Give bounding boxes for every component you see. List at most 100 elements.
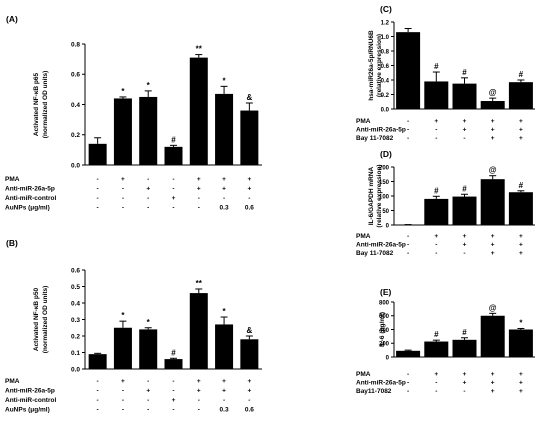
panel-2-row-cell: -	[407, 127, 409, 134]
panel-1-row-label: Anti-miR-control	[5, 397, 56, 404]
panel-0-row-cell: -	[198, 195, 200, 202]
panel-0-row-cell: -	[198, 205, 200, 212]
panel-1-row-cell: +	[146, 388, 150, 395]
panel-3-row-cell: +	[519, 250, 523, 257]
panel-4-significance-mark: #	[462, 328, 467, 337]
panel-3-y-tick-label: 200	[379, 165, 390, 171]
panel-3-bar	[452, 196, 477, 225]
panel-0-row-cell: -	[122, 205, 124, 212]
panel-1-row-cell: +	[247, 388, 251, 395]
panel-0-significance-mark: *	[121, 87, 125, 96]
panel-2-bar	[480, 101, 505, 109]
panel-0-row-cell: +	[247, 186, 251, 193]
panel-1-row-label: AuNPs (μg/ml)	[5, 407, 50, 414]
panel-2-significance-mark: #	[519, 70, 524, 79]
panel-2-row-cell: -	[435, 135, 437, 142]
panel-0-row-cell: -	[172, 205, 174, 212]
panel-1-row-cell: +	[121, 378, 125, 385]
panel-4-row-cell: -	[407, 388, 409, 395]
panel-2-row-label: Anti-miR-26a-5p	[356, 127, 406, 134]
panel-2-significance-mark: #	[462, 68, 467, 77]
panel-3-row-label: Bay 11-7082	[356, 250, 394, 257]
panel-0-row-label: Anti-miR-26a-5p	[5, 186, 55, 193]
panel-0-row-cell: -	[248, 195, 250, 202]
panel-1-y-tick-label: 0.1	[71, 350, 80, 357]
panel-0-row-cell: +	[172, 195, 176, 202]
panel-1-row-cell: +	[197, 388, 201, 395]
panel-1-row-cell: -	[122, 388, 124, 395]
panel-1-row-cell: -	[97, 397, 99, 404]
panel-1-significance-mark: *	[223, 307, 227, 316]
panel-3-row-cell: +	[434, 233, 438, 240]
panel-1-row-cell: +	[247, 378, 251, 385]
panel-1-row-cell: +	[197, 378, 201, 385]
panel-3-label: (D)	[380, 149, 392, 159]
panel-0-bar	[164, 146, 183, 165]
panel-4-row-cell: +	[519, 388, 523, 395]
panel-0-label: (A)	[6, 14, 18, 24]
panel-2-y-tick-label: 0.4	[381, 78, 390, 84]
panel-2-label: (C)	[380, 4, 392, 14]
panel-0-row-cell: -	[122, 186, 124, 193]
panel-3-bar	[480, 179, 505, 225]
panel-1-row-cell: +	[222, 388, 226, 395]
panel-2-y-tick-label: 1.2	[381, 20, 390, 26]
panel-1-row-cell: -	[147, 397, 149, 404]
panel-2-row-cell: +	[519, 135, 523, 142]
panel-0-bar	[189, 57, 208, 165]
panel-1-y-axis-label: (normalized OD units)	[42, 286, 49, 354]
panel-1-y-tick-label: 0.2	[71, 333, 80, 340]
panel-1-y-tick-label: 0.0	[71, 366, 80, 373]
panel-0-row-label: Anti-miR-control	[5, 195, 56, 202]
panel-1-row-cell: -	[97, 378, 99, 385]
panel-2-y-tick-label: 1.0	[381, 35, 390, 41]
panel-2-row-label: Bay 11-7082	[356, 135, 394, 142]
panel-1-row-cell: -	[122, 407, 124, 414]
panel-1-bar	[164, 359, 183, 369]
panel-0-row-cell: -	[97, 176, 99, 183]
panel-1-significance-mark: &	[246, 326, 252, 335]
panel-4-row-cell: +	[519, 371, 523, 378]
panel-4-bar	[480, 315, 505, 357]
panel-4-row-cell: +	[434, 371, 438, 378]
panel-1-bar	[240, 339, 259, 369]
panel-0-row-cell: +	[197, 176, 201, 183]
panel-0-row-cell: 0.3	[220, 205, 229, 212]
panel-1-row-cell: +	[222, 378, 226, 385]
panel-3-row-cell: +	[491, 233, 495, 240]
panel-3-significance-mark: #	[519, 181, 524, 190]
panel-0-significance-mark: **	[196, 45, 203, 54]
panel-1-label: (B)	[6, 238, 18, 248]
panel-2-y-tick-label: 0.2	[381, 93, 390, 99]
panel-0-row-cell: +	[222, 186, 226, 193]
panel-4-y-tick-label: 800	[379, 300, 390, 306]
panel-2-y-axis-label: hsa-miR26a-5p/RNU6B	[368, 30, 375, 101]
panel-0-row-cell: -	[97, 195, 99, 202]
panel-3-row-label: PMA	[356, 233, 371, 240]
panel-3-y-tick-label: 150	[379, 180, 390, 186]
panel-0-bar	[113, 98, 132, 165]
panel-2-row-cell: +	[491, 118, 495, 125]
panel-1-row-cell: -	[172, 407, 174, 414]
panel-0-row-cell: -	[97, 186, 99, 193]
panel-4-row-cell: -	[435, 388, 437, 395]
panel-4-row-cell: -	[463, 388, 465, 395]
panel-4-y-axis-label: IL-6 (pg/ml)	[379, 312, 386, 347]
panel-0-row-cell: +	[197, 186, 201, 193]
panel-0-row-label: AuNPs (μg/ml)	[5, 205, 50, 212]
panel-4-row-cell: +	[491, 380, 495, 387]
panel-1-y-tick-label: 0.4	[71, 300, 80, 307]
panel-1-row-cell: -	[198, 397, 200, 404]
panel-1-significance-mark: **	[196, 279, 203, 288]
panel-0-bar	[240, 110, 259, 165]
panel-2-row-cell: +	[463, 127, 467, 134]
panel-4-row-cell: +	[463, 371, 467, 378]
panel-0-y-axis-label: Activated NF-κB p65	[33, 73, 40, 137]
panel-0-row-cell: -	[223, 195, 225, 202]
panel-3-row-cell: +	[491, 250, 495, 257]
panel-3-y-axis-label: (relative expression)	[376, 164, 383, 227]
panel-2-row-cell: +	[519, 118, 523, 125]
panel-3-significance-mark: @	[489, 166, 497, 175]
panel-1-y-axis-label: Activated NF-κB p50	[33, 288, 40, 352]
panel-1-row-cell: -	[97, 388, 99, 395]
